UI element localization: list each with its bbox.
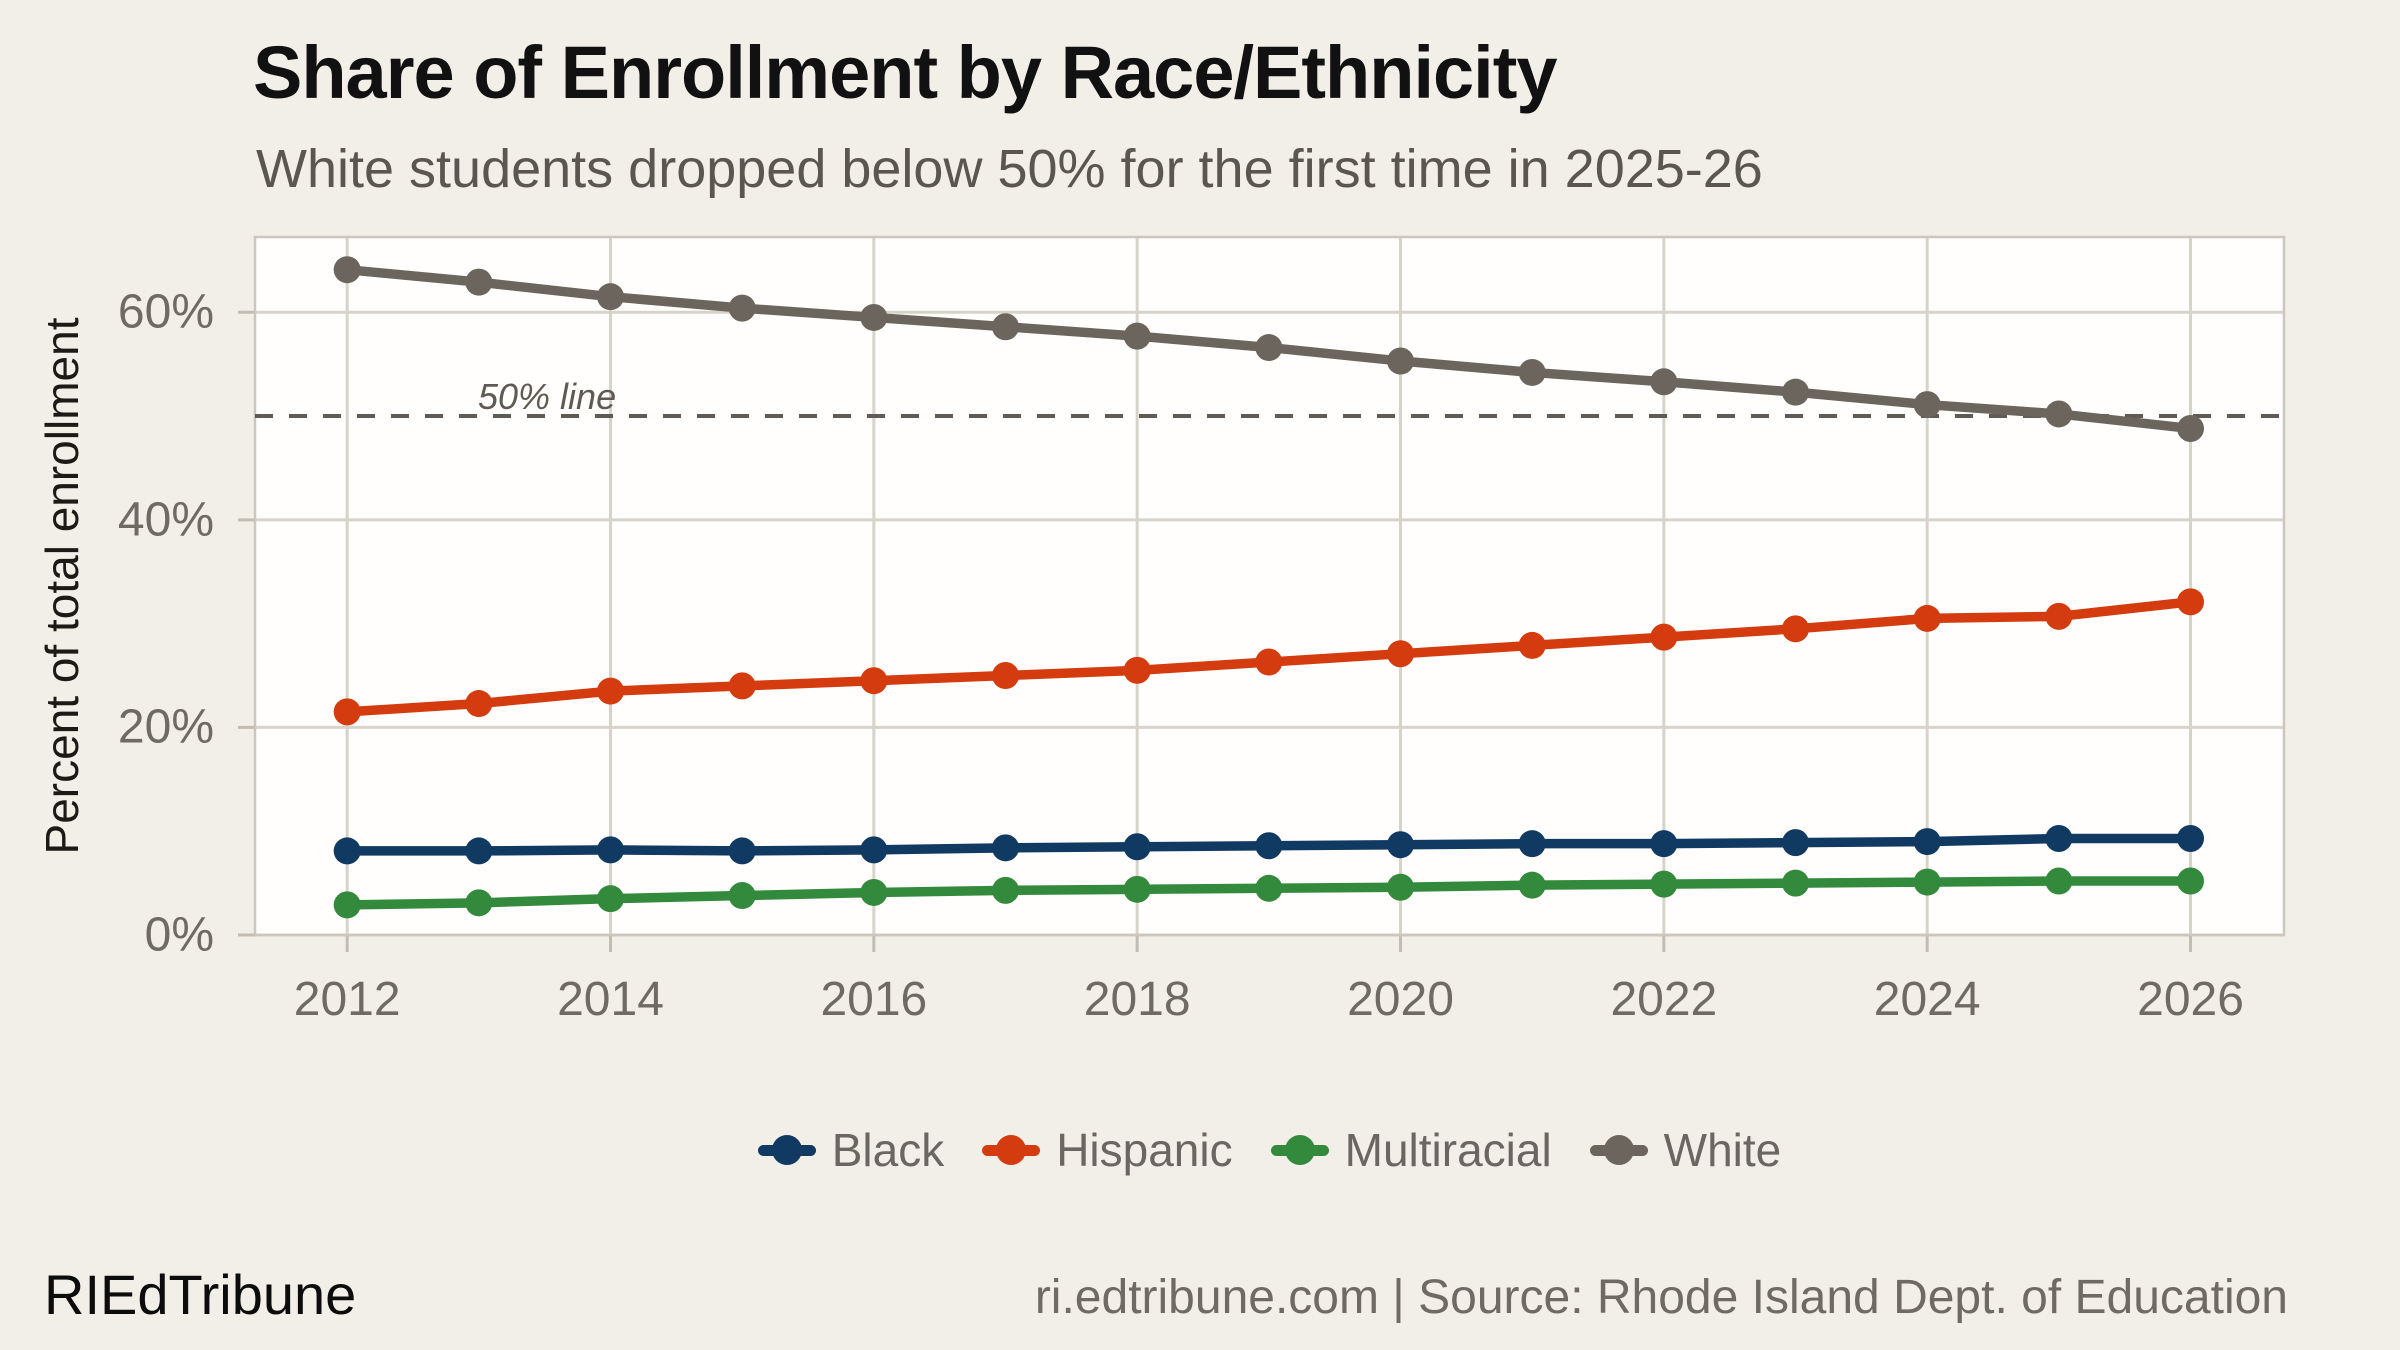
legend-marker-icon (1270, 1134, 1329, 1166)
y-tick-label: 60% (117, 285, 214, 339)
data-point-black (728, 837, 756, 865)
data-point-black (333, 837, 361, 865)
data-point-multiracial (860, 878, 888, 906)
data-point-black (1782, 829, 1810, 857)
data-point-white (333, 256, 361, 284)
data-point-multiracial (2045, 867, 2073, 895)
legend-label: White (1663, 1124, 1782, 1176)
footer-brand: RIEdTribune (44, 1263, 357, 1326)
data-point-black (1913, 828, 1941, 856)
y-tick-label: 0% (144, 908, 214, 962)
data-point-hispanic (1255, 648, 1283, 676)
data-point-white (1782, 378, 1810, 406)
data-point-hispanic (860, 667, 888, 695)
data-point-hispanic (333, 698, 361, 726)
data-point-white (1387, 347, 1415, 375)
data-point-black (1387, 831, 1415, 859)
legend-label: Hispanic (1056, 1124, 1233, 1176)
data-point-multiracial (1518, 871, 1546, 899)
data-point-black (860, 836, 888, 864)
plot-panel-border (253, 235, 2286, 937)
data-point-hispanic (992, 662, 1020, 690)
data-point-multiracial (728, 882, 756, 910)
data-point-black (1123, 833, 1151, 861)
data-point-hispanic (1782, 615, 1810, 643)
data-point-black (1650, 830, 1678, 858)
x-tick-label: 2012 (293, 973, 401, 1026)
legend-marker-icon (982, 1134, 1041, 1166)
data-point-hispanic (728, 672, 756, 700)
data-point-multiracial (465, 889, 493, 917)
legend-label: Black (831, 1124, 945, 1176)
data-point-multiracial (1913, 868, 1941, 896)
data-point-white (597, 283, 625, 311)
data-point-black (2177, 824, 2205, 852)
data-point-multiracial (992, 876, 1020, 904)
data-point-multiracial (1123, 875, 1151, 903)
data-point-multiracial (597, 885, 625, 913)
x-tick-label: 2024 (1873, 973, 1981, 1026)
legend-item-hispanic: Hispanic (982, 1123, 1233, 1177)
data-point-hispanic (1387, 640, 1415, 668)
data-point-multiracial (2177, 867, 2205, 895)
legend-marker-icon (757, 1134, 816, 1166)
data-point-white (2177, 414, 2205, 442)
data-point-white (1123, 322, 1151, 350)
data-point-black (992, 834, 1020, 862)
x-tick-label: 2026 (2137, 973, 2244, 1026)
x-tick-label: 2014 (557, 973, 664, 1026)
legend-marker-icon (1589, 1134, 1648, 1166)
data-point-black (465, 837, 493, 865)
x-tick-label: 2022 (1610, 973, 1718, 1026)
y-tick-label: 40% (117, 493, 214, 547)
chart-legend: Black Hispanic Multiracial White (255, 1118, 2284, 1182)
data-point-white (1518, 358, 1546, 386)
data-point-hispanic (2177, 588, 2205, 616)
data-point-multiracial (1387, 873, 1415, 901)
data-point-hispanic (1518, 631, 1546, 659)
data-point-hispanic (597, 677, 625, 705)
legend-item-multiracial: Multiracial (1270, 1123, 1552, 1177)
reference-line-label: 50% line (478, 376, 616, 417)
legend-item-black: Black (757, 1123, 945, 1177)
data-point-black (597, 836, 625, 864)
data-point-white (728, 294, 756, 322)
legend-item-white: White (1589, 1123, 1782, 1177)
legend-label: Multiracial (1344, 1124, 1552, 1176)
data-point-white (1255, 334, 1283, 362)
data-point-white (860, 303, 888, 331)
x-tick-label: 2018 (1083, 973, 1191, 1026)
data-point-black (1255, 832, 1283, 860)
chart-subtitle: White students dropped below 50% for the… (256, 139, 1763, 199)
x-tick-label: 2020 (1347, 973, 1454, 1026)
data-point-white (1650, 368, 1678, 396)
data-point-multiracial (1255, 874, 1283, 902)
data-point-hispanic (1913, 604, 1941, 632)
data-point-hispanic (1123, 656, 1151, 684)
data-point-hispanic (1650, 623, 1678, 651)
data-point-black (1518, 830, 1546, 858)
data-point-multiracial (1782, 869, 1810, 897)
data-point-white (992, 313, 1020, 341)
data-point-hispanic (2045, 602, 2073, 630)
data-point-hispanic (465, 690, 493, 718)
y-tick-label: 20% (117, 700, 214, 754)
x-tick-label: 2016 (820, 973, 928, 1026)
footer-attribution: ri.edtribune.com | Source: Rhode Island … (1034, 1271, 2288, 1324)
data-point-black (2045, 824, 2073, 852)
data-point-white (2045, 400, 2073, 428)
data-point-white (1913, 391, 1941, 419)
data-point-white (465, 268, 493, 296)
chart-title: Share of Enrollment by Race/Ethnicity (253, 31, 1558, 114)
data-point-multiracial (333, 891, 361, 919)
data-point-multiracial (1650, 870, 1678, 898)
